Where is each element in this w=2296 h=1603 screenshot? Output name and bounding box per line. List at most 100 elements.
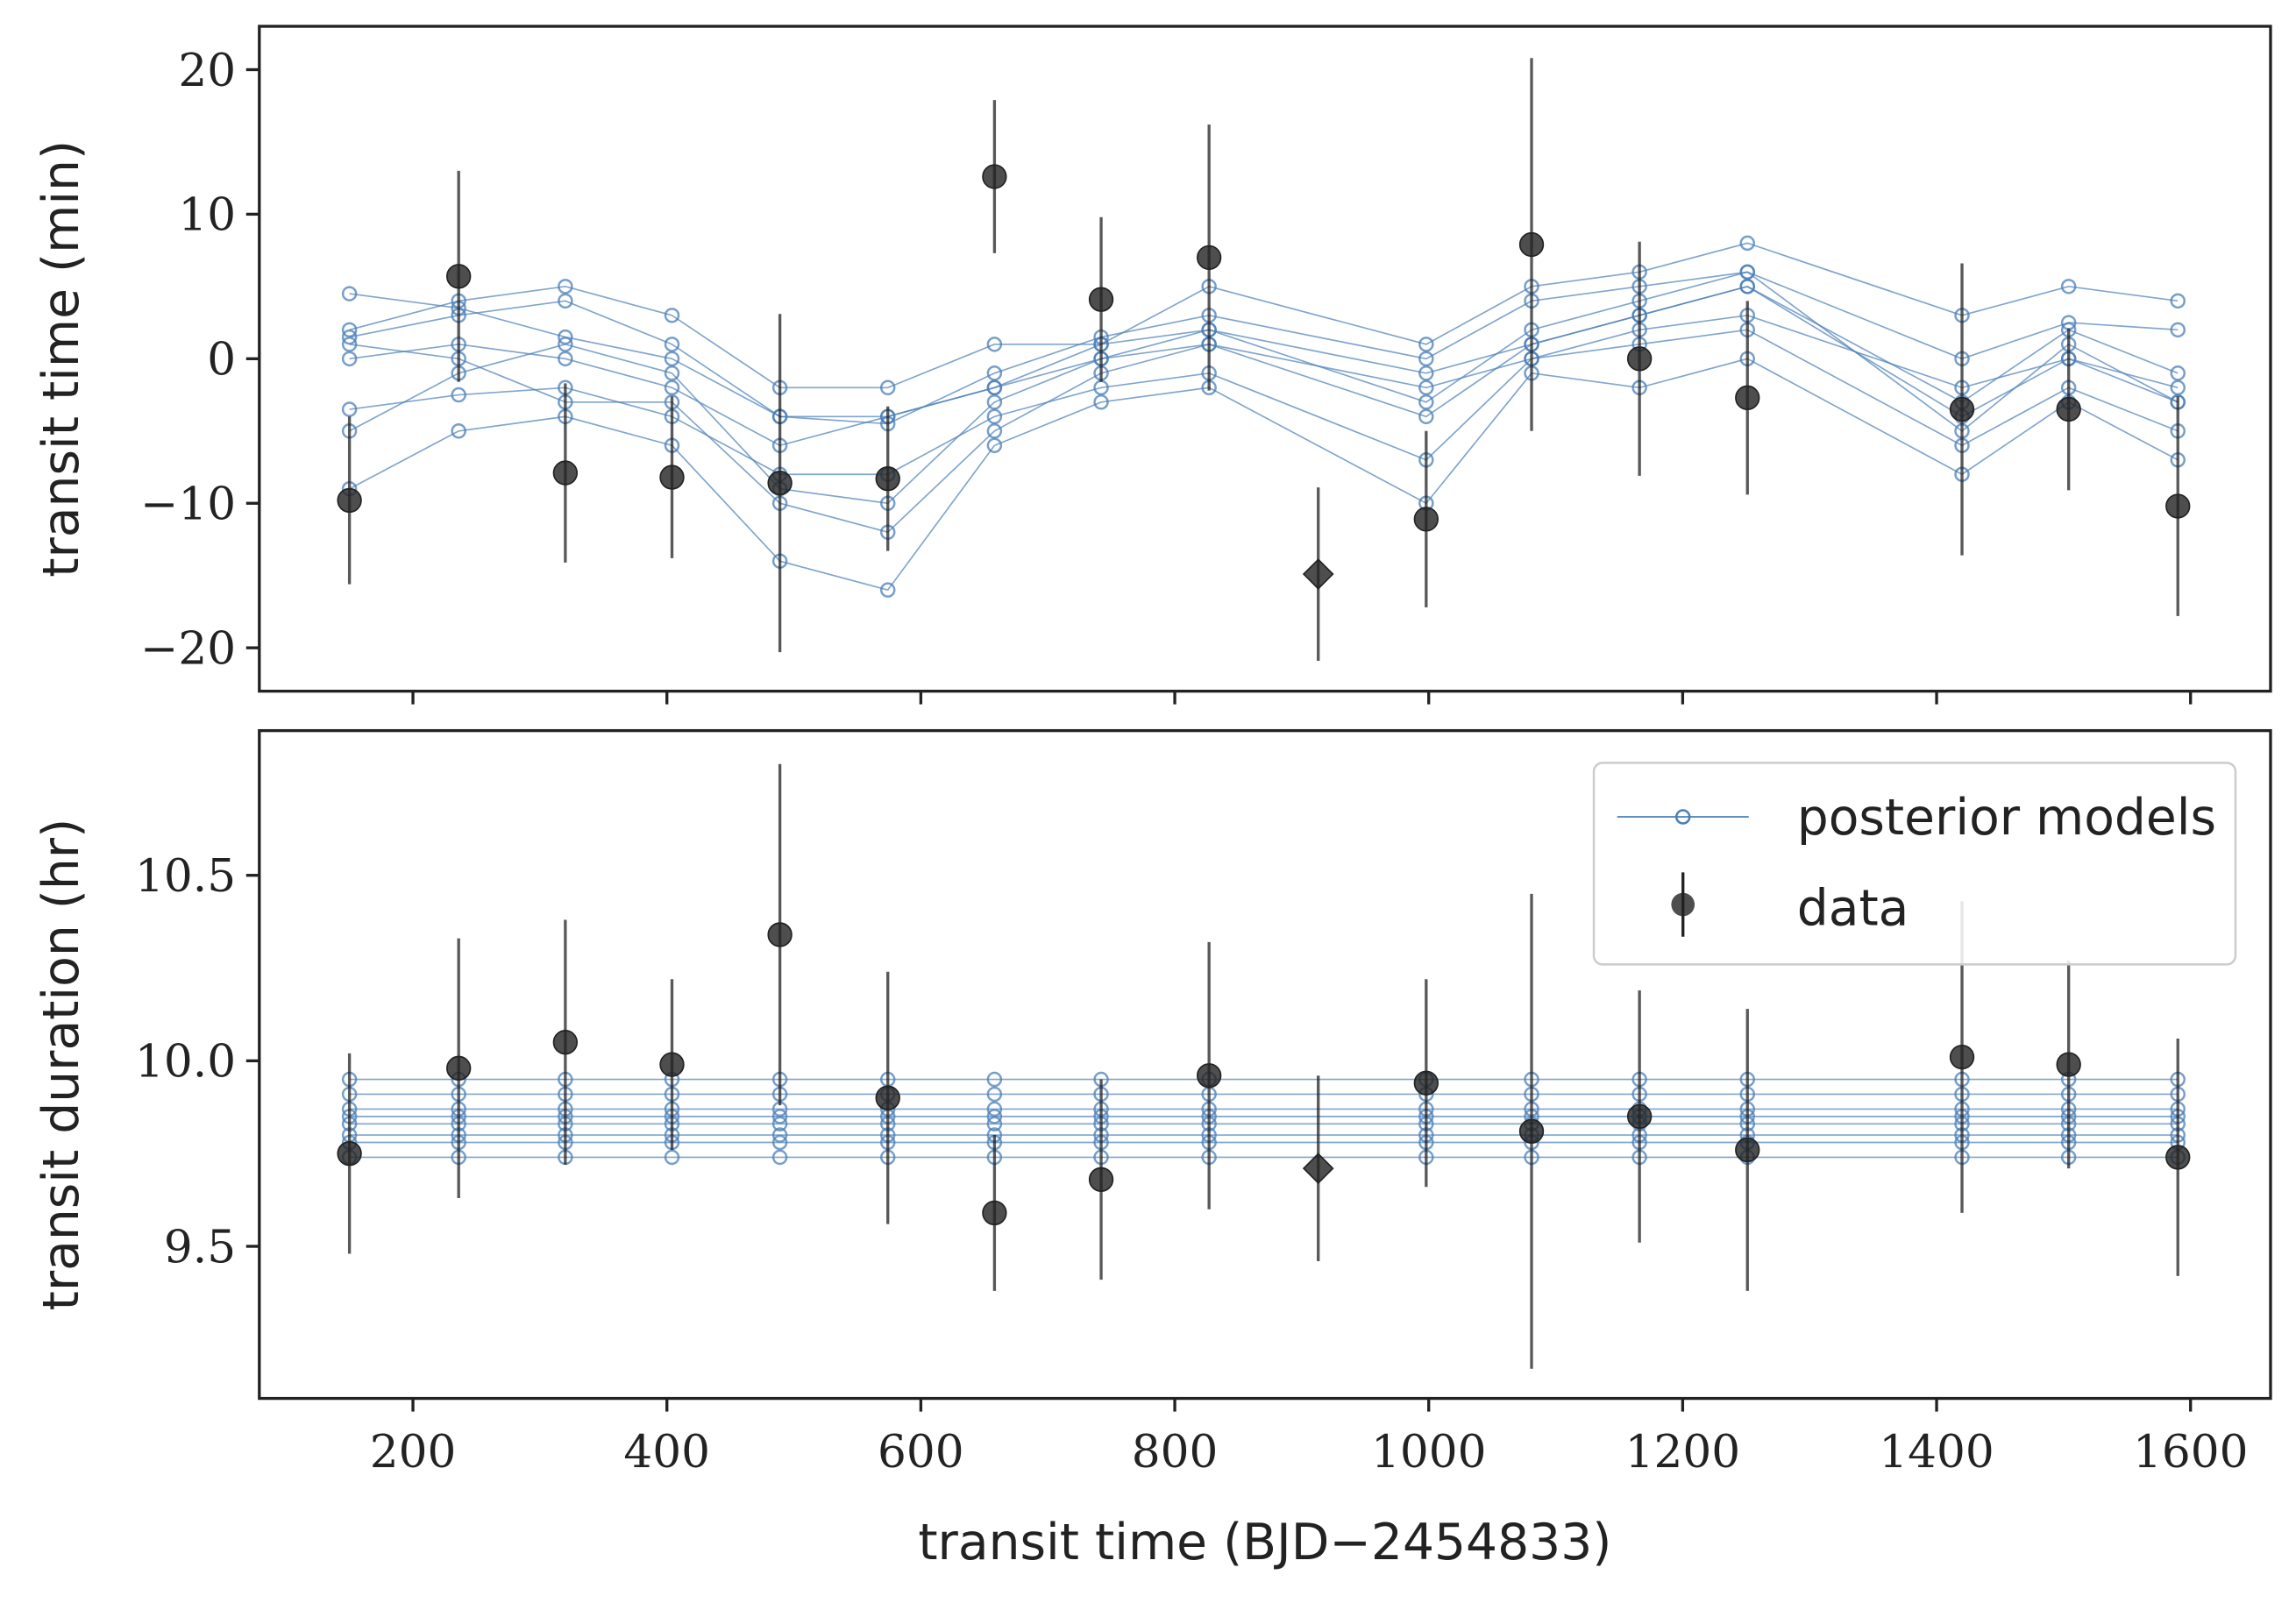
model-point — [2170, 322, 2186, 338]
model-point — [2060, 279, 2077, 294]
model-point — [558, 293, 573, 309]
model-point — [986, 1086, 1003, 1103]
model-point — [2170, 379, 2186, 396]
model-line — [349, 285, 2179, 418]
data-point — [337, 487, 362, 514]
data-point — [767, 922, 793, 947]
legend-box — [1592, 762, 2237, 966]
data-point — [1413, 1070, 1439, 1096]
x-tick-label: 1200 — [1625, 1426, 1741, 1479]
model-point — [879, 582, 896, 598]
y-tick-label: 0 — [207, 334, 236, 387]
data-point — [2165, 493, 2191, 519]
model-point — [2170, 365, 2186, 381]
data-point — [1302, 558, 1334, 590]
axes-frame — [258, 25, 2272, 693]
y-axis-label: transit duration (hr) — [32, 819, 90, 1311]
model-point — [771, 1149, 788, 1166]
model-point — [771, 1109, 788, 1124]
model-point — [986, 437, 1003, 454]
model-point — [986, 1109, 1003, 1124]
data-point — [1626, 1103, 1653, 1130]
y-tick-label: 9.5 — [164, 1221, 236, 1273]
data-point — [1949, 1044, 1975, 1070]
data-point — [659, 1052, 685, 1077]
model-point — [986, 1116, 1003, 1132]
model-point — [1418, 365, 1434, 381]
data-point — [2056, 1052, 2081, 1077]
data-point — [2165, 1145, 2191, 1170]
y-axis-label: transit time (min) — [32, 140, 90, 578]
model-line — [349, 329, 2179, 476]
data-point — [337, 1141, 362, 1167]
y-tick-label: 10.0 — [135, 1036, 236, 1089]
x-tick-label: 1600 — [2133, 1426, 2249, 1479]
axes-frame — [258, 728, 2272, 1401]
data-point — [875, 466, 900, 492]
model-point — [1418, 337, 1434, 352]
model-point — [664, 1149, 680, 1166]
model-point — [558, 279, 573, 294]
model-point — [1093, 394, 1109, 410]
model-point — [1418, 408, 1434, 425]
model-point — [986, 337, 1003, 352]
data-point — [446, 264, 472, 289]
legend-label: data — [1797, 879, 1909, 937]
data-point — [1735, 385, 1760, 411]
model-point — [341, 351, 358, 367]
model-point — [986, 394, 1003, 410]
x-tick-label: 800 — [1132, 1426, 1219, 1479]
model-point — [664, 308, 680, 323]
model-point — [879, 379, 896, 396]
model-point — [451, 423, 466, 439]
x-tick-label: 400 — [623, 1426, 710, 1479]
data-point — [1088, 1167, 1114, 1193]
model-point — [1739, 264, 1756, 280]
model-line — [349, 285, 2179, 534]
model-point — [986, 365, 1003, 381]
x-axis-label: transit time (BJD−2454833) — [918, 1514, 1611, 1571]
data-point — [982, 164, 1007, 189]
data-point — [1949, 396, 1975, 422]
data-point — [1626, 346, 1653, 372]
model-point — [558, 329, 573, 345]
model-point — [986, 1071, 1003, 1088]
data-point — [1088, 287, 1114, 312]
model-point — [1739, 279, 1756, 294]
model-point — [451, 387, 466, 403]
data-point — [552, 460, 579, 486]
data-point — [982, 1200, 1007, 1226]
model-point — [1418, 394, 1434, 410]
x-tick-label: 600 — [878, 1426, 964, 1479]
model-point — [558, 351, 573, 367]
model-point — [341, 337, 358, 352]
data-point — [1302, 1153, 1334, 1184]
model-point — [664, 379, 680, 396]
model-point — [2170, 293, 2186, 309]
data-point — [659, 465, 685, 490]
data-point — [1196, 245, 1222, 271]
model-point — [341, 401, 358, 417]
model-point — [664, 351, 680, 367]
legend-model-marker — [1674, 809, 1691, 825]
data-point — [1735, 1137, 1760, 1163]
data-point — [552, 1030, 579, 1055]
model-point — [771, 1127, 788, 1143]
legend-label: posterior models — [1797, 789, 2216, 847]
y-tick-label: 10.5 — [135, 850, 236, 903]
model-point — [986, 408, 1003, 425]
model-line — [349, 358, 2179, 592]
model-line — [349, 271, 2179, 425]
data-point — [875, 1085, 900, 1110]
model-point — [1418, 351, 1434, 367]
model-point — [1739, 235, 1756, 252]
data-point — [1196, 1063, 1222, 1089]
x-tick-label: 1000 — [1371, 1426, 1487, 1479]
data-point — [1413, 507, 1439, 532]
y-tick-label: −10 — [140, 479, 236, 531]
x-tick-label: 200 — [370, 1426, 457, 1479]
y-tick-label: 10 — [178, 189, 236, 242]
model-line — [349, 271, 2179, 505]
